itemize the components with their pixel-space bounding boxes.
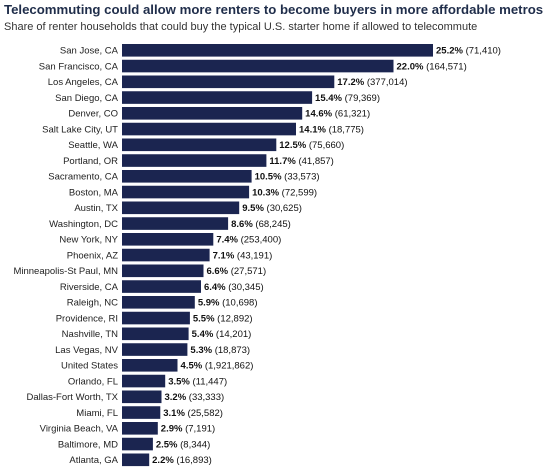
bar: [122, 107, 303, 120]
bar: [122, 185, 250, 199]
value-label: 6.6% (27,571): [206, 266, 266, 277]
value-label: 17.2% (377,014): [337, 77, 407, 88]
value-label: 5.4% (14,201): [192, 329, 252, 340]
value-label: 4.5% (1,921,862): [181, 361, 254, 372]
value-label: 12.5% (75,660): [279, 140, 344, 151]
category-label: Austin, TX: [74, 203, 118, 214]
category-label: San Jose, CA: [60, 46, 119, 57]
category-label: Atlanta, GA: [69, 455, 118, 466]
bar: [122, 75, 335, 89]
bar: [122, 170, 252, 183]
value-label: 7.4% (253,400): [216, 235, 281, 246]
bar: [122, 327, 189, 341]
bar: [122, 280, 201, 293]
value-label: 10.3% (72,599): [252, 187, 317, 198]
category-label: Miami, FL: [76, 408, 118, 419]
value-label: 7.1% (43,191): [213, 250, 273, 261]
category-label: Virginia Beach, VA: [40, 424, 119, 435]
category-label: Orlando, FL: [68, 376, 118, 387]
bar: [122, 390, 162, 404]
value-label: 14.1% (18,775): [299, 124, 364, 135]
value-label: 9.5% (30,625): [242, 203, 302, 214]
bar: [122, 311, 190, 325]
bar: [122, 233, 214, 246]
category-label: Los Angeles, CA: [48, 77, 119, 88]
category-label: Portland, OR: [63, 156, 118, 167]
category-label: Boston, MA: [69, 187, 119, 198]
category-label: Nashville, TN: [62, 329, 118, 340]
value-label: 2.2% (16,893): [152, 455, 212, 466]
bar: [122, 437, 153, 451]
bar: [122, 154, 267, 167]
category-label: Baltimore, MD: [58, 439, 118, 450]
category-label: Salt Lake City, UT: [42, 124, 118, 135]
bar: [122, 138, 277, 152]
bar: [122, 59, 394, 73]
value-label: 3.1% (25,582): [163, 408, 223, 419]
value-label: 5.5% (12,892): [193, 313, 253, 324]
value-label: 25.2% (71,410): [436, 46, 501, 57]
value-label: 5.9% (10,698): [198, 298, 258, 309]
category-label: Raleigh, NC: [67, 298, 118, 309]
value-label: 3.2% (33,333): [164, 392, 224, 403]
category-label: Seattle, WA: [68, 140, 118, 151]
value-label: 8.6% (68,245): [231, 219, 291, 230]
value-label: 14.6% (61,321): [305, 109, 370, 120]
bar: [122, 91, 313, 104]
bar: [122, 359, 178, 372]
category-label: New York, NY: [59, 235, 118, 246]
category-label: San Diego, CA: [55, 93, 119, 104]
bar: [122, 217, 229, 230]
chart-subtitle: Share of renter households that could bu…: [4, 21, 478, 33]
category-label: Riverside, CA: [60, 282, 119, 293]
value-label: 15.4% (79,369): [315, 93, 380, 104]
category-label: Providence, RI: [56, 313, 118, 324]
bar: [122, 248, 210, 262]
category-label: Minneapolis-St Paul, MN: [13, 266, 118, 277]
category-label: Denver, CO: [68, 109, 118, 120]
category-label: San Francisco, CA: [39, 61, 119, 72]
bar: [122, 122, 296, 136]
category-label: Dallas-Fort Worth, TX: [26, 392, 118, 403]
value-label: 11.7% (41,857): [269, 156, 333, 167]
category-label: Sacramento, CA: [48, 172, 118, 183]
category-label: Phoenix, AZ: [67, 250, 118, 261]
bar: [122, 201, 240, 215]
category-label: Washington, DC: [49, 219, 118, 230]
bar: [122, 422, 158, 435]
bar: [122, 453, 150, 467]
value-label: 3.5% (11,447): [168, 376, 227, 387]
value-label: 5.3% (18,873): [190, 345, 250, 356]
category-label: Las Vegas, NV: [55, 345, 119, 356]
bar: [122, 374, 166, 388]
bar: [122, 343, 188, 356]
value-label: 2.9% (7,191): [161, 424, 215, 435]
category-label: United States: [61, 361, 118, 372]
value-label: 22.0% (164,571): [397, 61, 467, 72]
bar: [122, 44, 433, 57]
chart-title: Telecommuting could allow more renters t…: [4, 2, 544, 17]
bar: [122, 406, 161, 419]
value-label: 2.5% (8,344): [156, 439, 210, 450]
bar: [122, 296, 195, 309]
value-label: 10.5% (33,573): [255, 172, 320, 183]
bar: [122, 264, 204, 278]
value-label: 6.4% (30,345): [204, 282, 264, 293]
